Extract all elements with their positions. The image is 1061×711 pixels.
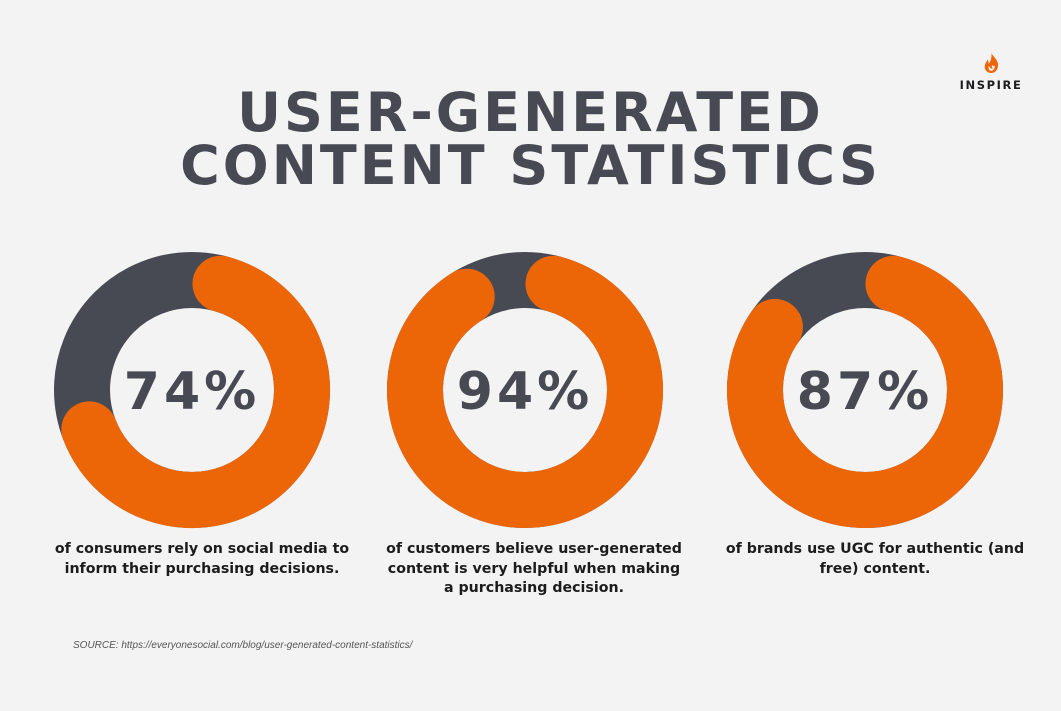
- stat-value: 87%: [796, 362, 934, 422]
- donut-chart-1: 74%: [52, 250, 332, 530]
- donut-ring: [387, 252, 663, 528]
- title-line-1: USER-GENERATED: [237, 81, 824, 144]
- donut-ring: [54, 252, 330, 528]
- stat-value: 94%: [456, 362, 594, 422]
- inspire-logo: INSPIRE: [952, 52, 1030, 92]
- source-citation: SOURCE: https://everyonesocial.com/blog/…: [73, 640, 413, 651]
- stat-caption-3: of brands use UGC for authentic (and fre…: [725, 541, 1025, 577]
- donut-ring: [727, 252, 1003, 528]
- logo-text: INSPIRE: [959, 78, 1023, 92]
- stat-value: 74%: [123, 362, 261, 422]
- donut-chart-3: 87%: [725, 250, 1005, 530]
- page-title: USER-GENERATED CONTENT STATISTICS: [0, 81, 1061, 197]
- flame-icon: [984, 53, 998, 73]
- title-line-2: CONTENT STATISTICS: [180, 134, 881, 197]
- stat-caption-2: of customers believe user-generated cont…: [386, 541, 682, 596]
- stat-caption-1: of consumers rely on social media to inf…: [54, 541, 350, 577]
- donut-chart-2: 94%: [385, 250, 665, 530]
